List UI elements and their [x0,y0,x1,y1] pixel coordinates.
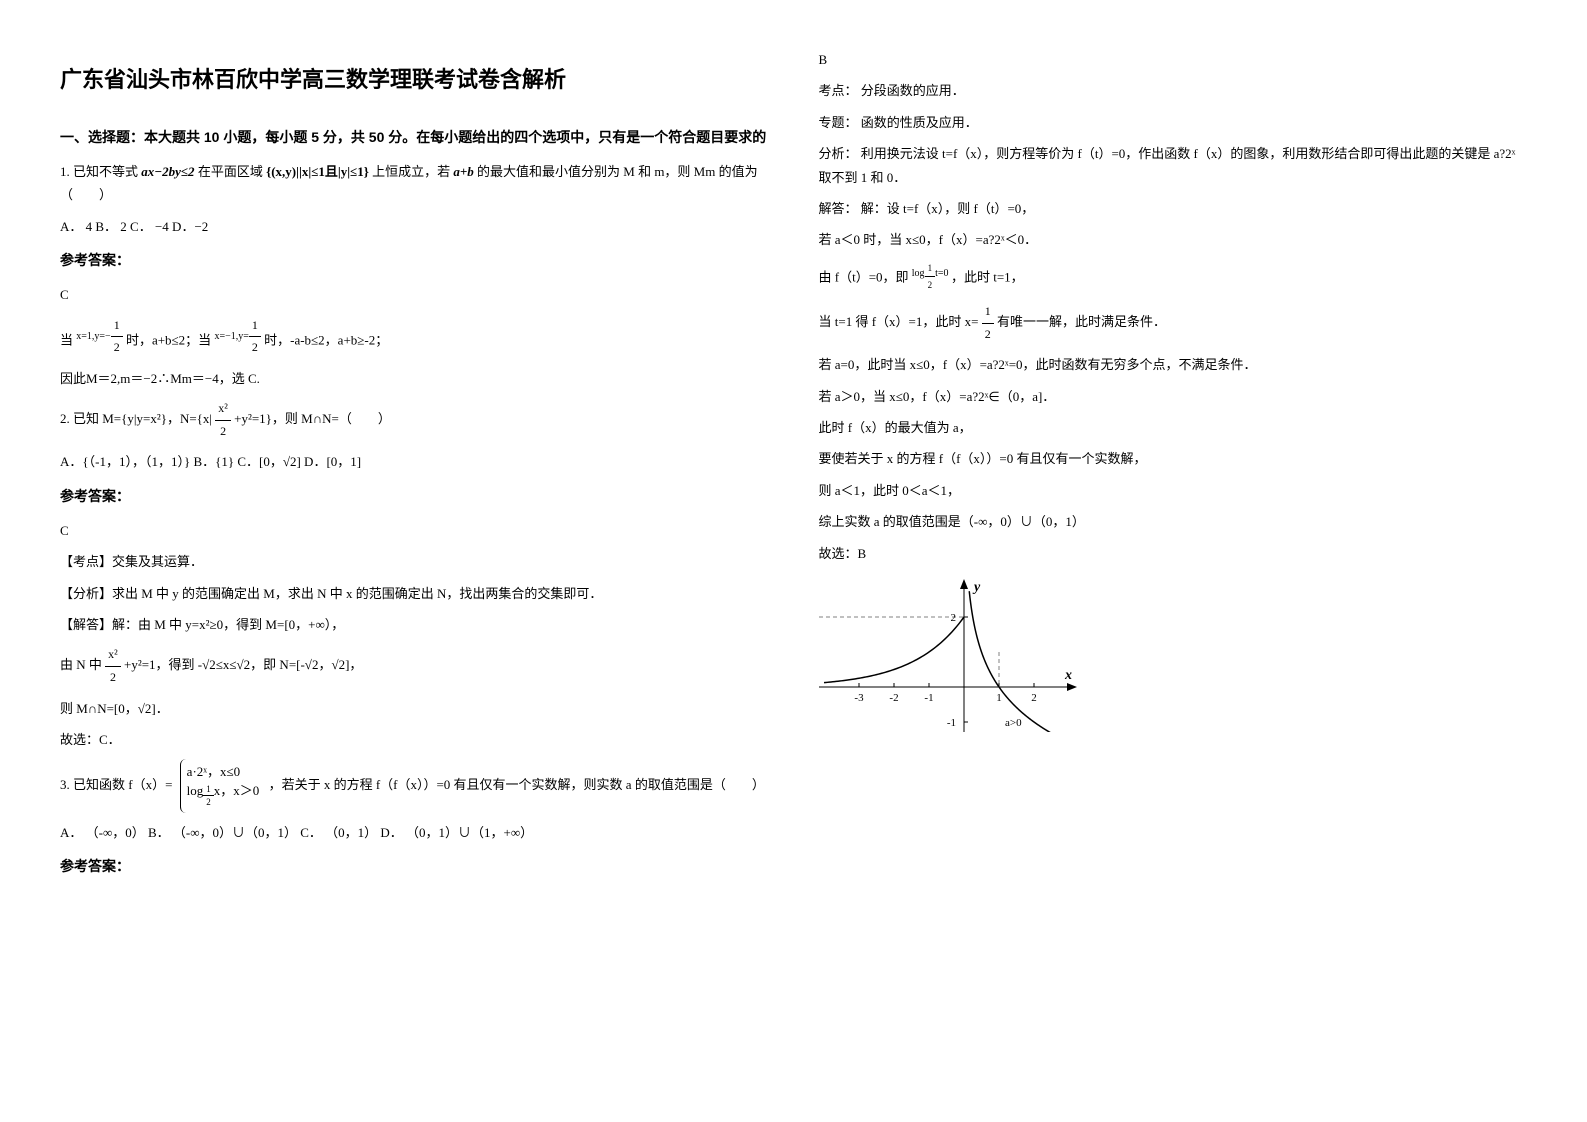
q2-kp: 【考点】交集及其运算． [60,550,769,573]
q3-jd4b: 有唯一一解，此时满足条件． [997,314,1166,329]
q2-jdfn: x² [105,644,121,667]
svg-text:-1: -1 [946,717,955,729]
q2-jdb: 由 N 中 x²2 +y²=1，得到 -√2≤x≤√2，即 N=[-√2，√2]… [60,644,769,688]
svg-text:1: 1 [996,692,1002,704]
q1-w1-f2d: 2 [249,337,261,359]
q3-fx: 分析： 利用换元法设 t=f（x），则方程等价为 f（t）=0，作出函数 f（x… [819,142,1528,189]
q3-pw2a: log [187,783,204,798]
q2-options: A．{（-1，1），（1，1）} B．{1} C．[0，√2] D．[0，1] [60,450,769,473]
svg-text:x: x [1064,668,1072,683]
q3-jd3b: t=0 [935,268,948,279]
q3-stem: 3. 已知函数 f（x）= a·2ˣ，x≤0 log12x，x＞0 ，若关于 x… [60,759,769,813]
q1-expr2: {(x,y)||x|≤1且|y|≤1} [266,164,369,179]
q3-jd11: 故选：B [819,542,1528,565]
q3-jd8: 要使若关于 x 的方程 f（f（x））=0 有且仅有一个实数解， [819,447,1528,470]
q3-jd1: 解答： 解：设 t=f（x），则 f（t）=0， [819,197,1528,220]
q2-fn: x² [215,398,231,421]
q3-answer-head: 参考答案： [60,854,769,879]
q3-jd7: 此时 f（x）的最大值为 a， [819,416,1528,439]
svg-text:2: 2 [950,612,956,624]
q3-pw2fn: 1 [203,783,214,797]
q3-jd3fn: 1 [925,260,936,277]
q1-w1-f1d: 2 [111,337,123,359]
q3-jd5: 若 a=0，此时当 x≤0，f（x）=a?2ˣ=0，此时函数有无穷多个点，不满足… [819,353,1528,376]
q1-answer-head: 参考答案： [60,248,769,273]
q2-jdc: 则 M∩N=[0，√2]． [60,697,769,720]
q3-jd9: 则 a＜1，此时 0＜a＜1， [819,479,1528,502]
q3-jd4: 当 t=1 得 f（x）=1，此时 x= 12 有唯一一解，此时满足条件． [819,301,1528,345]
q1-w1-e2: x=−1,y= [214,331,248,342]
q3-pw2b: x，x＞0 [214,783,260,798]
q3-jd3log: log [912,268,925,279]
q2-answer-letter: C [60,519,769,542]
q2-jdd: 故选：C． [60,728,769,751]
q2-fd: 2 [215,421,231,443]
q1-stem: 1. 已知不等式 ax−2by≤2 在平面区域 {(x,y)||x|≤1且|y|… [60,160,769,207]
q3-jd3c: ，此时 t=1， [951,269,1024,284]
q3-kd: 考点： 分段函数的应用． [819,79,1528,102]
q3-jd4fn: 1 [982,301,994,324]
q2-stem: 2. 已知 M={y|y=x²}，N={x| x²2 +y²=1}，则 M∩N=… [60,398,769,442]
q2-answer-head: 参考答案： [60,484,769,509]
q2-jdb1: 由 N 中 [60,658,102,673]
q1-stem-a: 1. 已知不等式 [60,164,138,179]
svg-text:-3: -3 [854,692,864,704]
q2-fx: 【分析】求出 M 中 y 的范围确定出 M，求出 N 中 x 的范围确定出 N，… [60,582,769,605]
svg-text:2: 2 [1031,692,1037,704]
q2-jdfd: 2 [105,667,121,689]
q1-w1-a: 当 [60,332,73,347]
page-title: 广东省汕头市林百欣中学高三数学理联考试卷含解析 [60,60,769,100]
q3-options: A． （-∞，0） B． （-∞，0）∪（0，1） C． （0，1） D． （0… [60,821,769,844]
q1-w1-b: 时，a+b≤2；当 [126,332,211,347]
svg-text:y: y [972,580,981,595]
section1-heading: 一、选择题：本大题共 10 小题，每小题 5 分，共 50 分。在每小题给出的四… [60,125,769,150]
q3-stem-a: 3. 已知函数 f（x）= [60,777,172,792]
q2-stem-a: 2. 已知 M={y|y=x²}，N={x| [60,411,212,426]
q1-w1-c: 时，-a-b≤2，a+b≥-2； [264,332,388,347]
q1-stem-b: 在平面区域 [198,164,263,179]
q3-graph: -3 -2 -1 1 2 2 -1 y x a>0 [819,577,1528,739]
q1-answer-letter: C [60,283,769,306]
q3-stem-b: ，若关于 x 的方程 f（f（x））=0 有且仅有一个实数解，则实数 a 的取值… [269,777,765,792]
q3-pw1: a·2ˣ，x≤0 [187,763,260,781]
svg-text:-2: -2 [889,692,898,704]
q3-jd3fd: 2 [925,277,936,293]
q3-zt: 专题： 函数的性质及应用． [819,111,1528,134]
q1-w1-f2n: 1 [249,315,261,338]
q3-jd4a: 当 t=1 得 f（x）=1，此时 x= [819,314,979,329]
q1-stem-c: 上恒成立，若 [372,164,450,179]
q3-jd4fd: 2 [982,324,994,346]
q3-jd6: 若 a＞0，当 x≤0，f（x）=a?2ˣ∈（0，a]． [819,385,1528,408]
q3-answer-letter: B [819,48,1528,71]
q2-jda: 【解答】解：由 M 中 y=x²≥0，得到 M=[0，+∞）， [60,613,769,636]
q1-w1-e1: x=1,y=− [76,331,110,342]
q1-w1-f1n: 1 [111,315,123,338]
q2-jdb2: +y²=1，得到 -√2≤x≤√2，即 N=[-√2，√2]， [124,658,362,673]
graph-svg: -3 -2 -1 1 2 2 -1 y x a>0 [819,577,1079,732]
q1-work2: 因此M＝2,m＝−2∴Mm＝−4，选 C. [60,367,769,390]
q3-jd3a: 由 f（t）=0，即 [819,269,909,284]
q1-work1: 当 x=1,y=−12 时，a+b≤2；当 x=−1,y=12 时，-a-b≤2… [60,315,769,359]
q3-jd3: 由 f（t）=0，即 log12t=0 ，此时 t=1， [819,260,1528,293]
q1-options: A． 4 B． 2 C． −4 D．−2 [60,215,769,238]
q3-pw2fd: 2 [203,796,214,809]
svg-text:a>0: a>0 [1005,717,1022,729]
q3-jd10: 综上实数 a 的取值范围是（-∞，0）∪（0，1） [819,510,1528,533]
q3-jd2: 若 a＜0 时，当 x≤0，f（x）=a?2ˣ＜0． [819,228,1528,251]
q1-expr3: a+b [453,164,473,179]
q2-stem-b: +y²=1}，则 M∩N=（ ） [234,411,391,426]
svg-text:-1: -1 [924,692,933,704]
q1-expr1: ax−2by≤2 [141,164,194,179]
